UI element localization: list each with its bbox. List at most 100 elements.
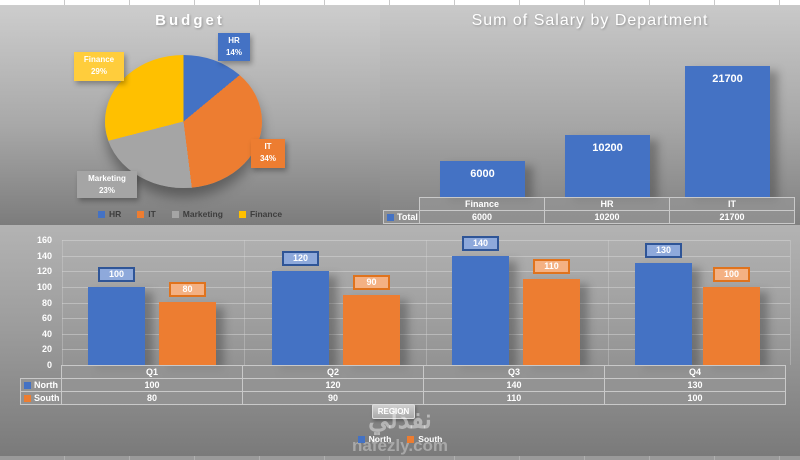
table-header-q2: Q2 xyxy=(242,365,424,379)
table-value-cell: 21700 xyxy=(669,210,795,224)
data-label-south: 90 xyxy=(353,275,390,290)
table-header-q4: Q4 xyxy=(604,365,786,379)
legend-item-hr: HR xyxy=(97,209,122,219)
pie-label-finance: Finance 29% xyxy=(74,52,124,81)
table-key-swatch xyxy=(387,213,394,221)
y-axis-tick-label: 160 xyxy=(36,235,52,245)
table-key-swatch xyxy=(24,381,31,389)
pie-chart-title: Budget xyxy=(155,12,225,29)
y-axis-tick-label: 20 xyxy=(41,344,52,355)
gridline xyxy=(62,302,790,304)
gridline xyxy=(62,333,790,335)
bar-q2-south[interactable] xyxy=(343,295,400,365)
table-value-cell: 6000 xyxy=(419,210,545,224)
gridline xyxy=(62,271,790,273)
vertical-gridline xyxy=(426,240,427,365)
pie-label-name: IT xyxy=(264,142,272,151)
table-row-total: Total 6000 10200 21700 xyxy=(383,210,795,224)
legend-swatch-finance xyxy=(238,210,246,218)
table-row-header-label: Total xyxy=(397,212,418,222)
table-row-south: South 80 90 110 100 xyxy=(20,391,786,405)
y-axis-tick-label: 80 xyxy=(41,297,52,308)
vertical-gridline xyxy=(62,240,63,365)
table-header-row: Finance HR IT xyxy=(383,197,795,211)
table-value-cell: 130 xyxy=(604,378,786,392)
pie-label-marketing: Marketing 23% xyxy=(77,171,137,198)
bar-q3-south[interactable] xyxy=(523,279,580,365)
bar-hr[interactable]: 10200 xyxy=(565,135,650,197)
pie-graphic[interactable] xyxy=(105,55,262,188)
table-value-cell: 90 xyxy=(242,391,424,405)
table-corner-cell xyxy=(20,365,62,379)
bar-q4-north[interactable] xyxy=(635,263,692,365)
data-label-north: 140 xyxy=(462,236,499,251)
spreadsheet-grid-strip xyxy=(0,456,800,460)
pie-label-value: 34% xyxy=(259,154,276,163)
table-value-cell: 80 xyxy=(61,391,243,405)
data-label-south: 80 xyxy=(169,282,206,297)
table-value-cell: 110 xyxy=(423,391,605,405)
bar-q2-north[interactable] xyxy=(272,271,329,365)
spreadsheet-grid-strip xyxy=(0,0,800,5)
region-bar-chart[interactable]: 0 20 40 60 80 100 120 140 160 100 120 140 130 80 90 11… xyxy=(0,225,800,456)
bar-q4-south[interactable] xyxy=(703,287,760,365)
legend-item-finance: Finance xyxy=(238,209,283,219)
vertical-gridline xyxy=(790,240,791,365)
pie-label-value: 23% xyxy=(98,186,115,195)
table-row-header-label: North xyxy=(34,380,58,390)
data-label-north: 120 xyxy=(282,251,319,266)
legend-item-marketing: Marketing xyxy=(171,209,223,219)
legend-swatch-hr xyxy=(97,210,105,218)
y-axis-tick-label: 120 xyxy=(36,266,52,277)
gridline xyxy=(62,349,790,351)
gridline xyxy=(62,318,790,320)
bar-finance[interactable]: 6000 xyxy=(440,161,525,197)
pie-label-hr: HR 14% xyxy=(218,33,250,61)
bar-q1-north[interactable] xyxy=(88,287,145,365)
legend-item-it: IT xyxy=(137,209,156,219)
legend-swatch-it xyxy=(137,210,145,218)
table-header-q3: Q3 xyxy=(423,365,605,379)
bar-q1-south[interactable] xyxy=(159,302,216,365)
table-row-header-north: North xyxy=(20,378,62,392)
legend-label: North xyxy=(368,434,392,444)
pie-label-name: Marketing xyxy=(88,174,126,183)
pie-label-it: IT 34% xyxy=(251,139,285,168)
pie-label-value: 14% xyxy=(225,48,242,57)
table-value-cell: 140 xyxy=(423,378,605,392)
legend-label: HR xyxy=(108,209,122,219)
table-row-header-total: Total xyxy=(383,210,420,224)
table-value-cell: 100 xyxy=(61,378,243,392)
data-label-south: 110 xyxy=(533,259,570,274)
table-corner-cell xyxy=(383,197,420,211)
table-header-row: Q1 Q2 Q3 Q4 xyxy=(20,365,786,379)
y-axis-tick-label: 140 xyxy=(36,250,52,261)
table-value-cell: 10200 xyxy=(544,210,670,224)
vertical-gridline xyxy=(244,240,245,365)
table-header-q1: Q1 xyxy=(61,365,243,379)
pie-label-value: 29% xyxy=(90,67,107,76)
pie-legend: HR IT Marketing Finance xyxy=(0,209,380,219)
y-axis-tick-label: 0 xyxy=(46,360,52,370)
data-label-north: 100 xyxy=(98,267,135,282)
table-key-swatch xyxy=(24,394,31,402)
table-row-north: North 100 120 140 130 xyxy=(20,378,786,392)
gridline xyxy=(62,286,790,288)
legend-label: IT xyxy=(148,209,156,219)
bar-it[interactable]: 21700 xyxy=(685,66,770,197)
table-header-hr: HR xyxy=(544,197,670,211)
y-axis-tick-label: 40 xyxy=(41,328,52,339)
region-field-button[interactable]: REGION xyxy=(372,404,415,419)
bar-q3-north[interactable] xyxy=(452,256,509,365)
legend-item-north: North xyxy=(357,434,392,444)
legend-swatch-marketing xyxy=(171,210,179,218)
vertical-gridline xyxy=(608,240,609,365)
gridline xyxy=(62,255,790,257)
salary-data-table: Finance HR IT Total 6000 10200 21700 xyxy=(383,197,795,224)
legend-swatch-south xyxy=(407,435,415,443)
pie-label-name: Finance xyxy=(83,55,115,64)
budget-pie-chart[interactable]: Budget HR 14% IT 34% Marketing 23% Finance 29% … xyxy=(0,5,380,225)
legend-swatch-north xyxy=(357,435,365,443)
legend-label: Finance xyxy=(249,209,283,219)
salary-bar-chart[interactable]: Sum of Salary by Department 6000 10200 217… xyxy=(380,5,800,225)
